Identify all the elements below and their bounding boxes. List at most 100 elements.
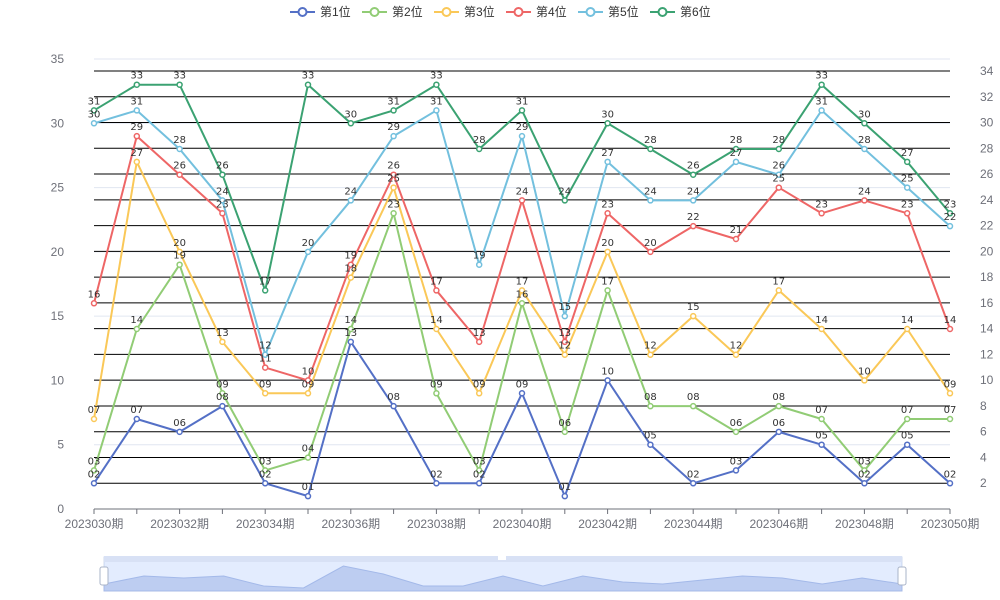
data-point[interactable]	[604, 158, 611, 166]
data-point[interactable]	[604, 248, 611, 256]
data-zoom-slider[interactable]	[99, 556, 907, 592]
data-point[interactable]	[90, 415, 98, 423]
data-point[interactable]	[647, 248, 654, 256]
data-point[interactable]	[946, 415, 954, 423]
data-point[interactable]	[390, 402, 397, 410]
data-point[interactable]	[433, 325, 440, 333]
data-point[interactable]	[261, 480, 269, 487]
data-point[interactable]	[133, 132, 141, 140]
data-point[interactable]	[390, 210, 397, 217]
data-point[interactable]	[903, 325, 911, 333]
data-point[interactable]	[176, 261, 183, 268]
zoom-left-handle[interactable]	[99, 566, 109, 586]
legend-item-5[interactable]: 第5位	[578, 4, 639, 19]
data-point[interactable]	[261, 351, 269, 358]
data-point[interactable]	[903, 441, 911, 448]
data-point[interactable]	[775, 171, 783, 178]
data-point[interactable]	[219, 390, 226, 397]
zoom-selection[interactable]	[104, 557, 902, 591]
legend-item-4[interactable]: 第4位	[506, 4, 567, 19]
data-point[interactable]	[304, 248, 312, 256]
data-point[interactable]	[689, 197, 697, 204]
data-point[interactable]	[946, 210, 954, 217]
data-point[interactable]	[818, 210, 825, 217]
data-point[interactable]	[475, 467, 483, 474]
data-point[interactable]	[433, 287, 440, 294]
legend-item-6[interactable]: 第6位	[650, 4, 711, 19]
data-point[interactable]	[818, 81, 825, 88]
data-point[interactable]	[861, 377, 868, 384]
data-point[interactable]	[604, 287, 611, 294]
data-point[interactable]	[647, 441, 654, 448]
data-point[interactable]	[903, 184, 911, 191]
data-point[interactable]	[946, 325, 954, 333]
data-point[interactable]	[775, 184, 783, 191]
data-point[interactable]	[475, 261, 483, 268]
data-point[interactable]	[433, 390, 440, 397]
data-point[interactable]	[518, 390, 526, 397]
data-point[interactable]	[133, 158, 141, 166]
data-point[interactable]	[90, 120, 98, 127]
data-point[interactable]	[818, 107, 825, 114]
data-point[interactable]	[518, 287, 526, 294]
data-point[interactable]	[475, 390, 483, 397]
data-point[interactable]	[775, 402, 783, 410]
data-point[interactable]	[90, 107, 98, 114]
data-point[interactable]	[561, 351, 569, 358]
data-point[interactable]	[518, 107, 526, 114]
data-point[interactable]	[903, 415, 911, 423]
data-point[interactable]	[90, 480, 98, 487]
data-point[interactable]	[689, 312, 697, 320]
data-point[interactable]	[133, 107, 141, 114]
legend-item-1[interactable]: 第1位	[290, 4, 351, 19]
data-point[interactable]	[261, 287, 269, 294]
data-point[interactable]	[561, 197, 569, 204]
data-point[interactable]	[732, 158, 740, 166]
data-point[interactable]	[946, 480, 954, 487]
data-point[interactable]	[775, 428, 783, 436]
data-point[interactable]	[732, 235, 740, 243]
data-point[interactable]	[433, 480, 440, 487]
data-point[interactable]	[304, 377, 312, 384]
data-point[interactable]	[861, 145, 868, 153]
data-point[interactable]	[604, 120, 611, 127]
data-point[interactable]	[390, 107, 397, 114]
data-point[interactable]	[261, 364, 269, 371]
data-point[interactable]	[347, 261, 355, 268]
data-point[interactable]	[604, 210, 611, 217]
data-point[interactable]	[90, 467, 98, 474]
data-point[interactable]	[775, 145, 783, 153]
data-point[interactable]	[861, 480, 868, 487]
data-point[interactable]	[390, 171, 397, 178]
data-point[interactable]	[732, 428, 740, 436]
data-point[interactable]	[689, 171, 697, 178]
data-point[interactable]	[133, 415, 141, 423]
data-point[interactable]	[647, 402, 654, 410]
data-point[interactable]	[304, 492, 312, 500]
data-point[interactable]	[133, 81, 141, 88]
data-point[interactable]	[518, 197, 526, 204]
data-point[interactable]	[946, 222, 954, 230]
data-point[interactable]	[647, 351, 654, 358]
data-point[interactable]	[219, 402, 226, 410]
data-point[interactable]	[818, 441, 825, 448]
legend-item-2[interactable]: 第2位	[362, 4, 423, 19]
data-point[interactable]	[818, 415, 825, 423]
data-point[interactable]	[261, 390, 269, 397]
data-point[interactable]	[861, 120, 868, 127]
data-point[interactable]	[818, 325, 825, 333]
data-point[interactable]	[261, 467, 269, 474]
zoom-right-handle[interactable]	[897, 566, 907, 586]
data-point[interactable]	[732, 351, 740, 358]
data-point[interactable]	[347, 197, 355, 204]
data-point[interactable]	[433, 107, 440, 114]
data-point[interactable]	[689, 480, 697, 487]
data-point[interactable]	[689, 402, 697, 410]
data-point[interactable]	[347, 274, 355, 281]
data-point[interactable]	[304, 81, 312, 88]
data-point[interactable]	[561, 492, 569, 500]
data-point[interactable]	[732, 145, 740, 153]
data-point[interactable]	[90, 300, 98, 307]
data-point[interactable]	[176, 81, 183, 88]
data-point[interactable]	[347, 338, 355, 346]
